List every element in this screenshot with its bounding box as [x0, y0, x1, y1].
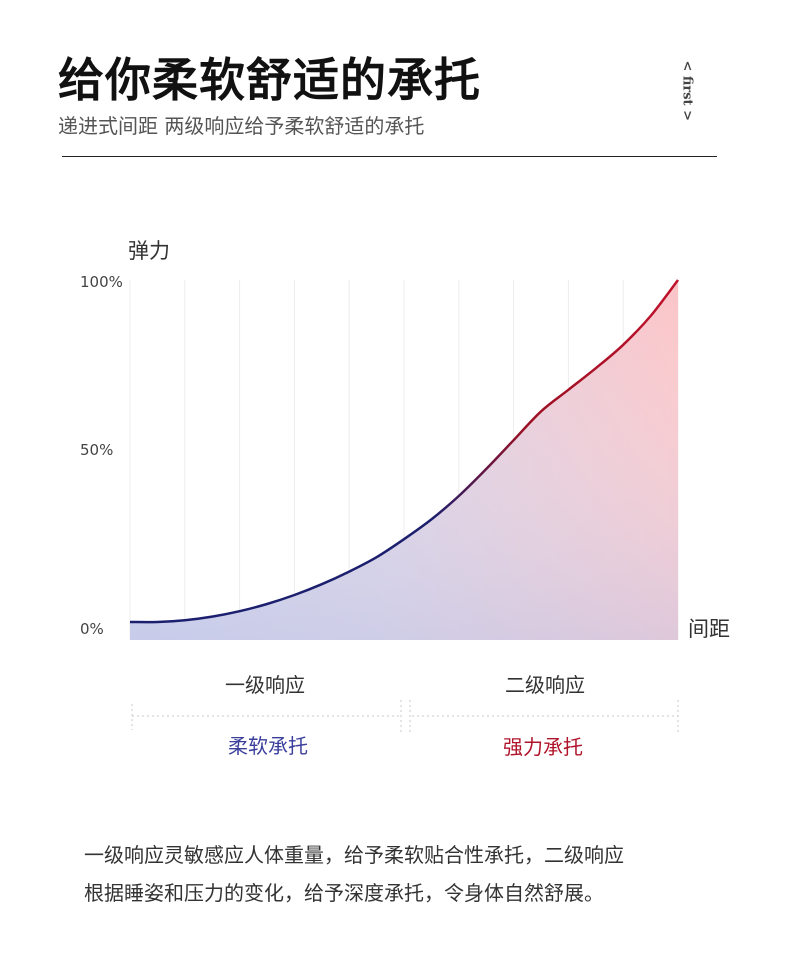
- elasticity-chart: 弹力 间距 100% 50% 0% 一级响应 二级响应 柔软承托 强力承托: [80, 239, 730, 759]
- description-line-1: 一级响应灵敏感应人体重量，给予柔软贴合性承托，二级响应: [84, 843, 624, 867]
- page-title: 给你柔软舒适的承托: [58, 53, 481, 107]
- y-tick-50: 50%: [80, 441, 113, 459]
- stage-2-label: 二级响应: [505, 673, 585, 697]
- description-line-2: 根据睡姿和压力的变化，给予深度承托，令身体自然舒展。: [84, 881, 604, 905]
- stage-divider: [131, 700, 679, 734]
- page-subtitle: 递进式间距 两级响应给予柔软舒适的承托: [58, 114, 425, 138]
- y-tick-100: 100%: [80, 273, 123, 291]
- x-axis-label: 间距: [688, 617, 730, 641]
- description: 一级响应灵敏感应人体重量，给予柔软贴合性承托，二级响应 根据睡姿和压力的变化，给…: [84, 836, 724, 912]
- y-tick-0: 0%: [80, 620, 104, 638]
- y-axis-label: 弹力: [128, 239, 170, 263]
- stage-1-support-label: 柔软承托: [228, 734, 308, 758]
- header-divider: [62, 156, 717, 157]
- stage-1-label: 一级响应: [225, 673, 305, 697]
- stage-2-support-label: 强力承托: [503, 735, 583, 759]
- elasticity-curve: [129, 279, 679, 624]
- area-fade: [130, 280, 678, 640]
